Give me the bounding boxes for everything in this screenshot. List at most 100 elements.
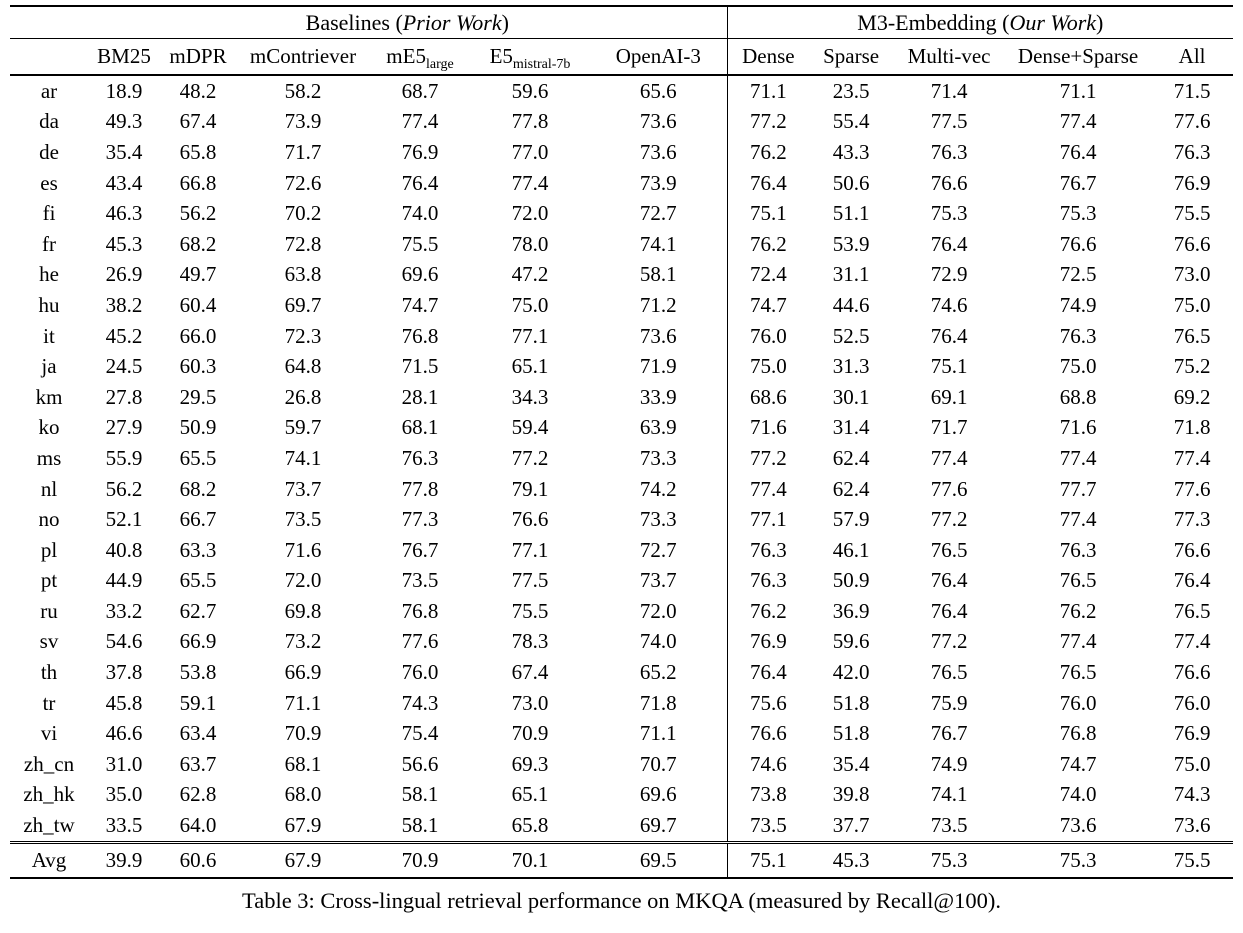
group-label-prefix: M3-Embedding ( bbox=[857, 9, 1010, 35]
value-cell: 74.1 bbox=[639, 231, 677, 256]
value-cell: 78.0 bbox=[511, 231, 549, 256]
value-cell: 69.6 bbox=[401, 262, 439, 287]
value-cell: 75.0 bbox=[511, 292, 549, 317]
value-cell: 77.8 bbox=[401, 476, 439, 501]
language-label: it bbox=[43, 323, 55, 348]
language-label: tr bbox=[42, 690, 56, 715]
value-cell: 74.7 bbox=[401, 292, 439, 317]
value-cell: 33.5 bbox=[105, 813, 143, 838]
value-cell: 74.6 bbox=[930, 292, 968, 317]
table-row-he: he 26.9 49.7 63.8 69.6 47.2 58.1 72.4 31.1 72.9 72… bbox=[10, 259, 1233, 291]
value-cell: 75.4 bbox=[401, 721, 439, 746]
value-cell: 71.1 bbox=[284, 690, 322, 715]
table-row-sv: sv 54.6 66.9 73.2 77.6 78.3 74.0 76.9 59.6 77.2 77… bbox=[10, 626, 1233, 658]
column-header-all: All bbox=[1151, 38, 1234, 76]
value-cell: 76.5 bbox=[930, 537, 968, 562]
value-cell: 69.2 bbox=[1173, 384, 1211, 409]
value-cell: 77.3 bbox=[401, 507, 439, 532]
table-row-th: th 37.8 53.8 66.9 76.0 67.4 65.2 76.4 42.0 76.5 76… bbox=[10, 657, 1233, 688]
value-cell: 65.8 bbox=[511, 813, 549, 838]
value-cell: 44.6 bbox=[832, 292, 870, 317]
language-label: zh_tw bbox=[23, 813, 75, 838]
value-cell: 24.5 bbox=[105, 354, 143, 379]
value-cell: 77.4 bbox=[1059, 507, 1097, 532]
value-cell: 74.9 bbox=[930, 751, 968, 776]
value-cell: 76.9 bbox=[1173, 170, 1211, 195]
value-cell: 53.9 bbox=[832, 231, 870, 256]
value-cell: 49.3 bbox=[105, 109, 143, 134]
value-cell: 72.7 bbox=[639, 537, 677, 562]
value-cell: 27.9 bbox=[105, 415, 143, 440]
value-cell: 73.0 bbox=[511, 690, 549, 715]
value-cell: 75.0 bbox=[1173, 292, 1211, 317]
language-label: fi bbox=[42, 201, 56, 226]
value-cell: 77.5 bbox=[511, 568, 549, 593]
column-header-subscript: large bbox=[425, 57, 454, 73]
value-cell: 73.6 bbox=[1173, 813, 1211, 838]
value-cell: 76.7 bbox=[930, 721, 968, 746]
value-cell: 60.6 bbox=[160, 840, 236, 878]
table-row-tr: tr 45.8 59.1 71.1 74.3 73.0 71.8 75.6 51.8 75.9 76… bbox=[10, 687, 1233, 719]
value-cell: 77.4 bbox=[930, 445, 968, 470]
value-cell: 77.1 bbox=[726, 504, 810, 535]
value-cell: 66.9 bbox=[284, 660, 322, 685]
table-caption: Table 3: Cross-lingual retrieval perform… bbox=[242, 888, 1001, 913]
value-cell: 65.5 bbox=[179, 568, 217, 593]
value-cell: 52.5 bbox=[832, 323, 870, 348]
value-cell: 72.7 bbox=[639, 201, 677, 226]
value-cell: 66.8 bbox=[179, 170, 217, 195]
language-label: da bbox=[39, 109, 59, 134]
value-cell: 55.4 bbox=[832, 109, 870, 134]
value-cell: 50.6 bbox=[832, 170, 870, 195]
value-cell: 76.3 bbox=[401, 445, 439, 470]
value-cell: 77.2 bbox=[930, 507, 968, 532]
value-cell: 46.3 bbox=[105, 201, 143, 226]
value-cell: 47.2 bbox=[511, 262, 549, 287]
value-cell: 79.1 bbox=[511, 476, 549, 501]
value-cell: 75.9 bbox=[930, 690, 968, 715]
value-cell: 76.2 bbox=[726, 137, 810, 168]
table-row-de: de 35.4 65.8 71.7 76.9 77.0 73.6 76.2 43.3 76.3 76… bbox=[10, 137, 1233, 168]
value-cell: 77.4 bbox=[1173, 445, 1211, 470]
value-cell: 76.3 bbox=[1059, 537, 1097, 562]
table-row-ja: ja 24.5 60.3 64.8 71.5 65.1 71.9 75.0 31.3 75.1 75… bbox=[10, 351, 1233, 382]
column-header-row: BM25 mDPR mContriever mE5large E5mistral-7b O… bbox=[10, 38, 1234, 76]
table-row-ko: ko 27.9 50.9 59.7 68.1 59.4 63.9 71.6 31.4 71.7 71… bbox=[10, 412, 1233, 444]
value-cell: 31.3 bbox=[832, 354, 870, 379]
value-cell: 35.4 bbox=[832, 751, 870, 776]
table-row-zh_tw: zh_tw 33.5 64.0 67.9 58.1 65.8 69.7 73.5 37.7 73.… bbox=[10, 810, 1233, 843]
value-cell: 51.1 bbox=[832, 201, 870, 226]
value-cell: 69.3 bbox=[511, 751, 549, 776]
value-cell: 67.9 bbox=[236, 840, 370, 878]
language-label: ms bbox=[36, 445, 62, 470]
value-cell: 76.4 bbox=[930, 568, 968, 593]
value-cell: 71.6 bbox=[726, 412, 810, 444]
language-label: de bbox=[39, 139, 59, 164]
value-cell: 76.3 bbox=[1173, 139, 1211, 164]
value-cell: 60.3 bbox=[179, 354, 217, 379]
value-cell: 73.9 bbox=[284, 109, 322, 134]
value-cell: 75.1 bbox=[726, 198, 810, 229]
value-cell: 69.7 bbox=[284, 292, 322, 317]
value-cell: 54.6 bbox=[105, 629, 143, 654]
value-cell: 76.9 bbox=[726, 626, 810, 658]
value-cell: 73.5 bbox=[726, 810, 810, 843]
value-cell: 68.2 bbox=[179, 231, 217, 256]
value-cell: 77.7 bbox=[1059, 476, 1097, 501]
value-cell: 75.6 bbox=[726, 687, 810, 719]
value-cell: 77.2 bbox=[726, 106, 810, 138]
value-cell: 74.1 bbox=[930, 782, 968, 807]
value-cell: 63.4 bbox=[179, 721, 217, 746]
value-cell: 77.6 bbox=[1173, 109, 1211, 134]
value-cell: 43.4 bbox=[105, 170, 143, 195]
value-cell: 65.1 bbox=[511, 354, 549, 379]
value-cell: 31.1 bbox=[832, 262, 870, 287]
value-cell: 76.6 bbox=[511, 507, 549, 532]
value-cell: 72.4 bbox=[726, 259, 810, 291]
value-cell: 58.1 bbox=[401, 813, 439, 838]
value-cell: 76.4 bbox=[1059, 139, 1097, 164]
value-cell: 73.3 bbox=[639, 445, 677, 470]
value-cell: 77.1 bbox=[511, 537, 549, 562]
value-cell: 59.4 bbox=[511, 415, 549, 440]
value-cell: 71.6 bbox=[284, 537, 322, 562]
